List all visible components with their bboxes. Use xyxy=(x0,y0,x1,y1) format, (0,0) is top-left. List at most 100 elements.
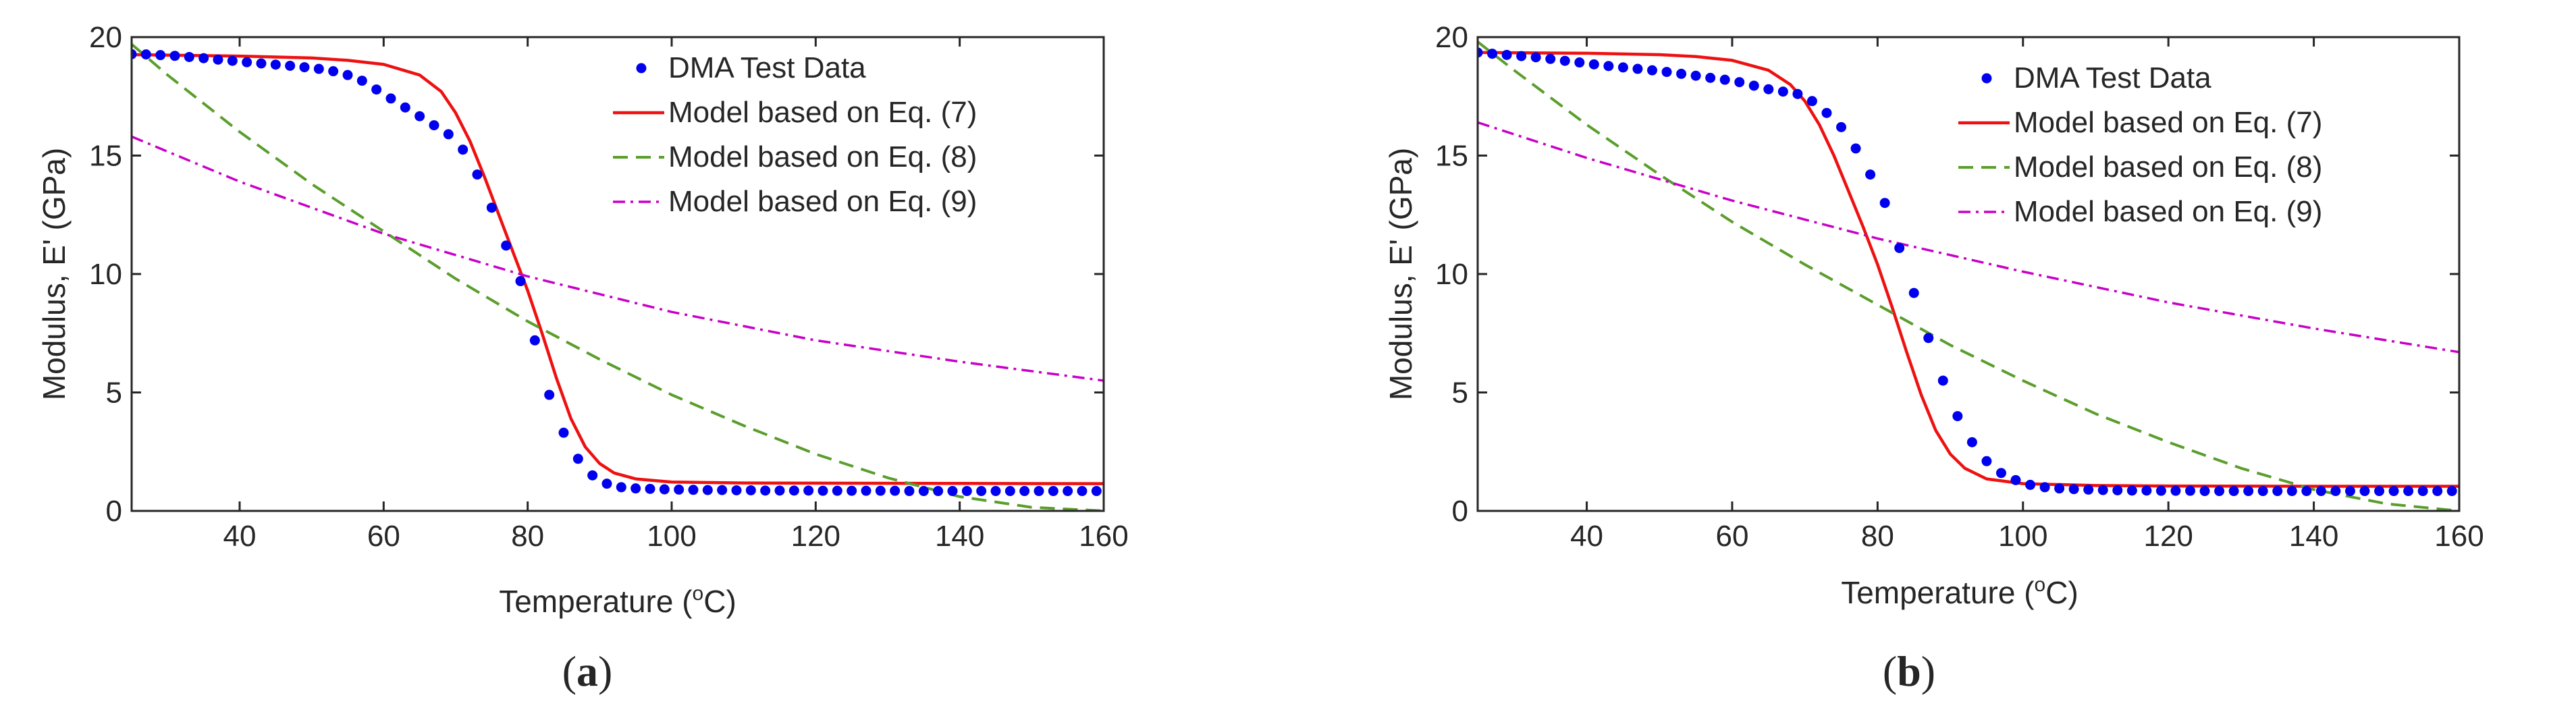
data-point-a-20 xyxy=(414,111,425,121)
y-tick-label-b-20: 20 xyxy=(1435,21,1468,54)
data-point-b-37 xyxy=(2010,474,2021,485)
data-point-b-64 xyxy=(2403,486,2414,497)
legend-marker-b-data xyxy=(1981,73,1992,84)
panel-caption-a: (a) xyxy=(562,647,613,695)
data-point-b-14 xyxy=(1676,68,1687,79)
y-tick-label-b-10: 10 xyxy=(1435,258,1468,291)
data-point-a-2 xyxy=(155,50,166,61)
data-point-a-17 xyxy=(371,84,382,95)
data-point-a-55 xyxy=(918,486,929,497)
data-point-b-49 xyxy=(2184,485,2195,496)
data-point-b-44 xyxy=(2112,485,2123,495)
data-point-b-18 xyxy=(1734,77,1745,88)
y-tick-label-b-15: 15 xyxy=(1435,140,1468,173)
x-tick-label-a-120: 120 xyxy=(791,520,840,553)
data-point-a-5 xyxy=(198,53,209,63)
data-point-a-8 xyxy=(242,57,252,67)
x-tick-label-b-100: 100 xyxy=(1998,520,2047,553)
x-axis-label-b: Temperature (oC) xyxy=(1841,574,2078,610)
data-point-a-53 xyxy=(890,485,901,496)
data-point-a-21 xyxy=(429,120,439,131)
legend-b: DMA Test Data Model based on Eq. (7) Model… xyxy=(1958,61,2322,228)
data-point-b-41 xyxy=(2068,484,2079,495)
data-point-b-10 xyxy=(1617,62,1628,73)
x-tick-label-b-40: 40 xyxy=(1570,520,1603,553)
data-point-b-30 xyxy=(1908,288,1919,298)
data-point-a-4 xyxy=(184,51,194,62)
data-point-b-43 xyxy=(2097,485,2108,495)
data-point-b-26 xyxy=(1850,143,1861,154)
series-line-b-eq8 xyxy=(1478,40,2459,511)
data-point-a-57 xyxy=(947,486,958,497)
data-point-b-58 xyxy=(2315,486,2326,497)
data-point-a-65 xyxy=(1063,486,1073,497)
data-point-a-13 xyxy=(313,63,324,74)
data-point-a-67 xyxy=(1091,486,1102,497)
legend-label-a-eq8: Model based on Eq. (8) xyxy=(668,140,977,173)
data-point-b-11 xyxy=(1632,63,1643,74)
plot-area-b xyxy=(1478,40,2459,511)
data-point-b-50 xyxy=(2199,486,2210,497)
data-point-b-31 xyxy=(1923,333,1934,344)
data-point-b-23 xyxy=(1806,96,1817,107)
data-point-b-65 xyxy=(2417,486,2428,497)
data-point-a-61 xyxy=(1004,486,1015,497)
data-point-b-8 xyxy=(1588,59,1599,70)
x-tick-label-a-160: 160 xyxy=(1079,520,1128,553)
legend-marker-a-data xyxy=(636,63,647,74)
data-point-a-54 xyxy=(904,486,915,497)
data-point-a-6 xyxy=(213,54,223,65)
y-axis-label-a: Modulus, E' (GPa) xyxy=(36,148,72,400)
data-point-b-54 xyxy=(2257,486,2268,497)
data-point-b-28 xyxy=(1879,198,1890,209)
data-point-b-56 xyxy=(2286,486,2297,497)
legend-label-a-eq9: Model based on Eq. (9) xyxy=(668,185,977,218)
data-point-a-37 xyxy=(659,484,670,495)
data-point-b-16 xyxy=(1705,72,1716,83)
legend-label-b-eq9: Model based on Eq. (9) xyxy=(2014,195,2322,228)
data-point-a-60 xyxy=(990,486,1001,497)
axis-ticks-a: 40 60 80 100 120 140 160 0 5 10 15 20 xyxy=(89,21,1129,553)
series-line-b-eq9 xyxy=(1478,121,2459,354)
data-point-b-39 xyxy=(2039,482,2050,493)
data-point-b-22 xyxy=(1792,88,1803,99)
data-point-a-25 xyxy=(486,202,497,213)
data-point-b-42 xyxy=(2083,484,2094,495)
data-point-b-51 xyxy=(2214,486,2225,497)
data-point-a-36 xyxy=(645,483,655,494)
data-point-a-38 xyxy=(674,484,685,495)
data-point-a-0 xyxy=(132,49,137,59)
data-point-b-27 xyxy=(1865,169,1876,180)
data-point-a-7 xyxy=(227,55,238,66)
data-point-b-25 xyxy=(1836,121,1847,132)
data-point-b-12 xyxy=(1646,65,1657,76)
data-point-a-52 xyxy=(875,485,886,496)
data-point-b-52 xyxy=(2228,486,2239,497)
data-point-b-33 xyxy=(1952,411,1963,422)
legend-a: DMA Test Data Model based on Eq. (7) Model… xyxy=(613,51,977,218)
data-point-b-40 xyxy=(2054,483,2065,494)
y-tick-label-b-5: 5 xyxy=(1452,377,1468,410)
data-point-b-9 xyxy=(1603,61,1614,72)
data-point-b-57 xyxy=(2301,486,2312,497)
data-point-a-19 xyxy=(400,102,410,113)
y-tick-label-a-15: 15 xyxy=(89,140,122,173)
data-point-b-35 xyxy=(1981,456,1992,466)
y-axis-label-b: Modulus, E' (GPa) xyxy=(1383,148,1418,400)
data-point-a-46 xyxy=(788,485,799,496)
data-point-a-33 xyxy=(601,479,612,489)
data-point-a-56 xyxy=(933,486,944,497)
data-point-a-26 xyxy=(501,240,512,251)
x-tick-label-b-140: 140 xyxy=(2289,520,2338,553)
data-point-b-48 xyxy=(2170,485,2181,496)
data-point-b-20 xyxy=(1763,84,1774,94)
data-point-a-22 xyxy=(443,129,454,140)
data-point-a-1 xyxy=(140,49,151,60)
y-tick-label-a-0: 0 xyxy=(106,495,122,528)
data-point-a-30 xyxy=(558,427,569,438)
x-axis-label-a: Temperature (oC) xyxy=(499,582,736,619)
panel-caption-b: (b) xyxy=(1883,647,1935,695)
data-point-b-61 xyxy=(2359,486,2370,497)
data-point-b-5 xyxy=(1545,53,1556,64)
data-point-a-58 xyxy=(961,486,972,497)
